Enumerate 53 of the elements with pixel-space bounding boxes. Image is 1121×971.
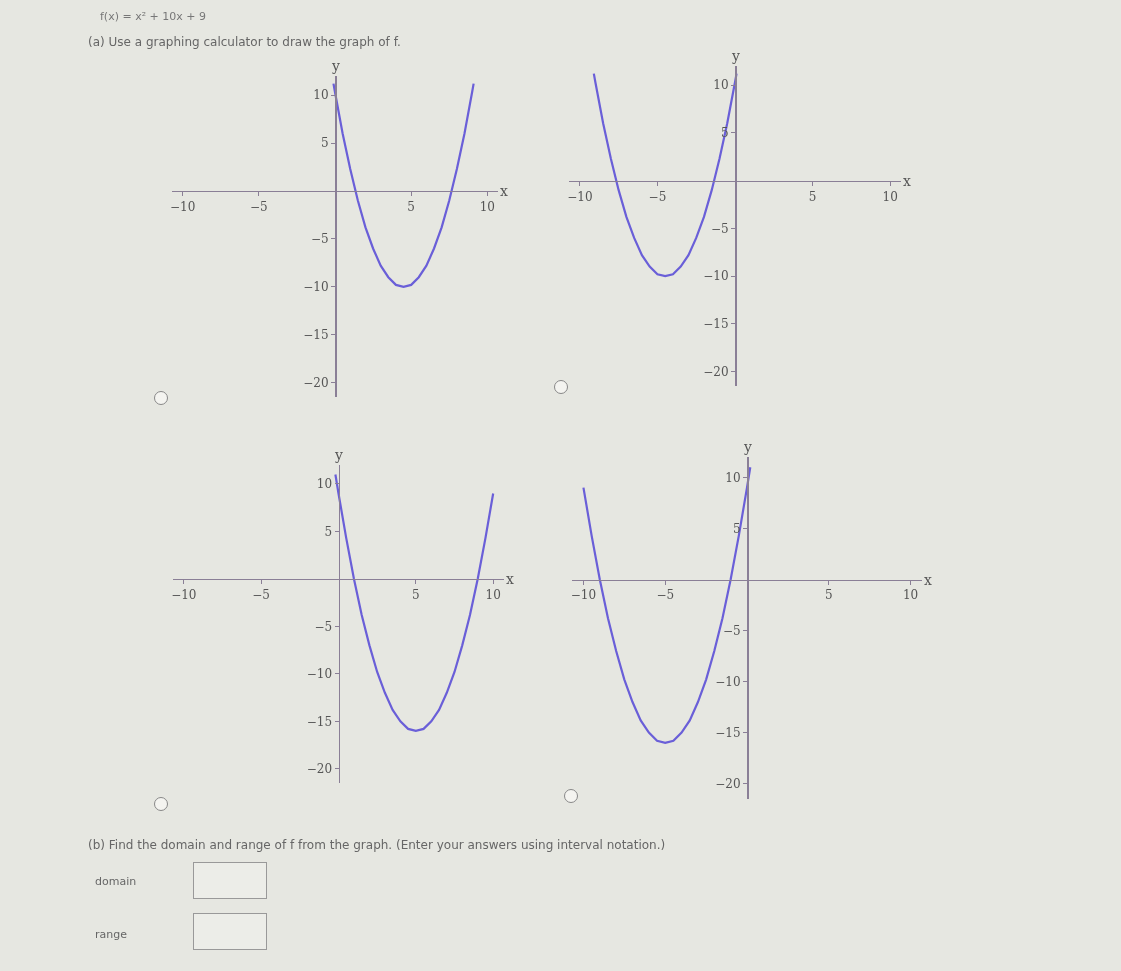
x-tick-label: −5: [648, 189, 667, 204]
x-tick-label: 10: [902, 588, 919, 603]
x-tick-label: 5: [412, 587, 420, 602]
y-tick-label: −20: [306, 761, 333, 776]
x-tick-label: −10: [170, 199, 196, 214]
y-axis-title: y: [731, 48, 740, 64]
y-tick-label: −20: [715, 776, 741, 791]
y-tick-label: −20: [303, 375, 329, 390]
y-tick-label: −15: [703, 317, 729, 332]
text: range: [95, 928, 127, 941]
y-axis-title: y: [331, 58, 340, 74]
y-tick-label: 10: [713, 78, 729, 93]
line-series: [592, 72, 738, 278]
y-tick-label: −10: [303, 280, 329, 295]
text: domain: [95, 875, 137, 888]
x-tick-label: −10: [567, 189, 593, 204]
line-series: [332, 82, 475, 288]
x-tick-label: −10: [570, 588, 597, 603]
y-tick-label: −20: [703, 364, 729, 379]
y-axis-title: y: [743, 439, 752, 455]
y-tick-label: −5: [314, 619, 333, 634]
y-tick-label: −10: [703, 269, 729, 284]
x-tick-label: −10: [171, 587, 197, 602]
x-axis-title: x: [903, 173, 911, 189]
y-tick-label: −5: [710, 221, 729, 236]
x-tick-label: 5: [407, 199, 415, 214]
x-tick-label: −5: [656, 588, 675, 603]
x-tick-label: 10: [485, 587, 501, 602]
chart-title: f(x) = x² + 10x + 9: [100, 10, 207, 23]
x-tick-label: −5: [249, 199, 268, 214]
chart-subtitle: (a) Use a graphing calculator to draw the graph of f.: [88, 35, 401, 49]
y-tick-label: −10: [306, 667, 333, 682]
y-tick-label: −15: [715, 725, 741, 740]
y-tick-label: 10: [313, 88, 329, 103]
y-tick-label: 5: [320, 136, 329, 151]
x-axis-title: x: [506, 571, 514, 587]
text: (b) Find the domain and range of f from the graph. (Enter your answers using interval notation.): [88, 838, 666, 852]
x-tick-label: 10: [479, 199, 495, 214]
y-tick-label: −10: [715, 674, 741, 689]
x-tick-label: 5: [824, 588, 833, 603]
x-axis-title: x: [500, 183, 508, 199]
y-tick-label: −15: [306, 714, 333, 729]
x-tick-label: 10: [882, 189, 898, 204]
y-tick-label: −5: [722, 623, 741, 638]
x-tick-label: −5: [252, 587, 271, 602]
y-tick-label: 10: [316, 477, 333, 492]
y-tick-label: −5: [310, 232, 329, 247]
x-axis-title: x: [924, 572, 932, 588]
y-tick-label: 5: [324, 524, 333, 539]
y-axis-title: y: [334, 447, 343, 463]
y-tick-label: 10: [725, 470, 741, 485]
x-tick-label: 5: [808, 189, 817, 204]
y-tick-label: −15: [303, 327, 329, 342]
